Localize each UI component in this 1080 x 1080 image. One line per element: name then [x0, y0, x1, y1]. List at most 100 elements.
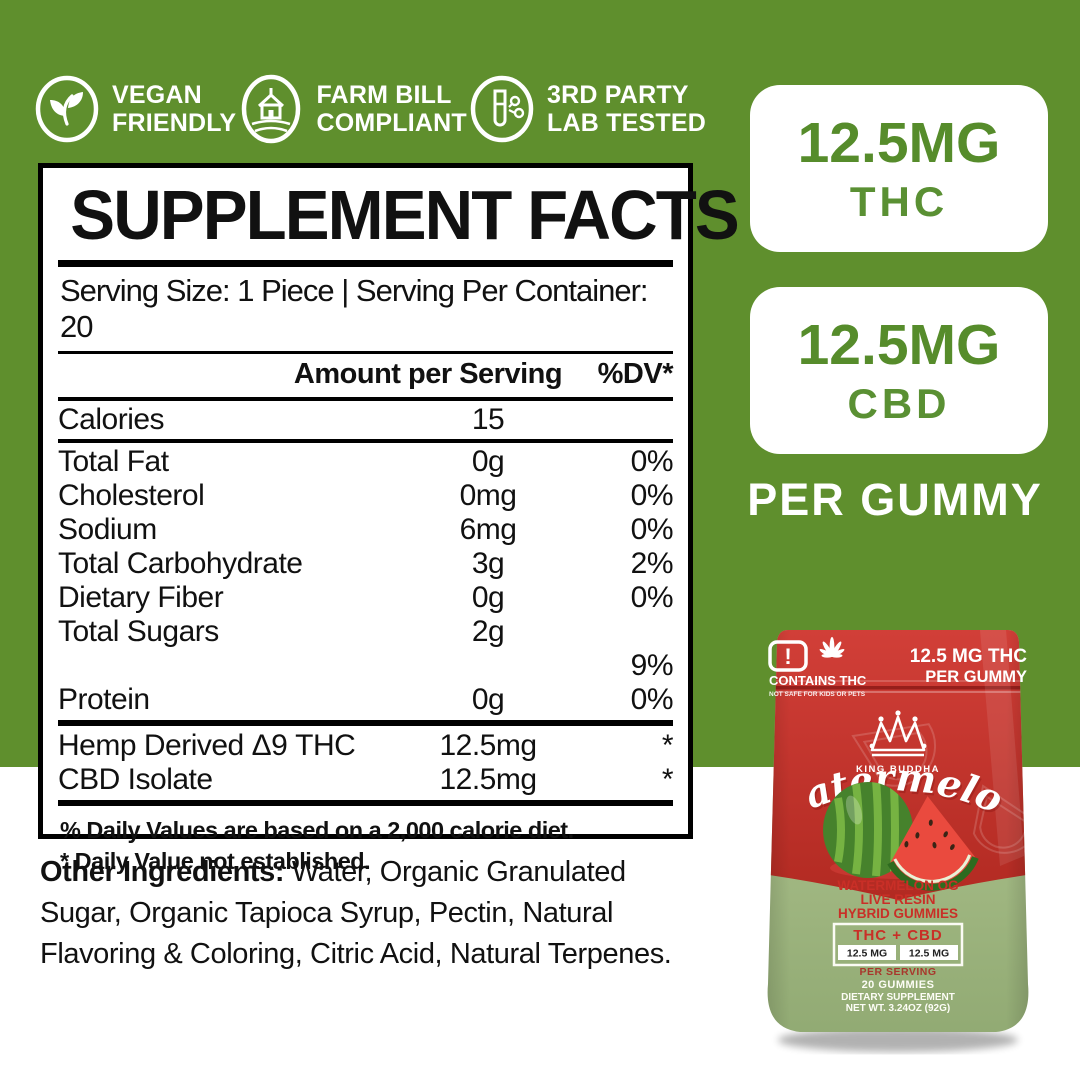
bag-mg1: 12.5 MG — [847, 948, 887, 960]
badge-label-line2: LAB TESTED — [547, 109, 706, 137]
column-header-row: Amount per Serving %DV* — [58, 355, 674, 395]
badge-label: VEGAN FRIENDLY — [112, 81, 236, 137]
row-dv: 9% — [630, 649, 674, 682]
bag-supplement: DIETARY SUPPLEMENT — [841, 992, 955, 1003]
table-row: Total Carbohydrate 3g 2% — [58, 547, 674, 581]
row-label: Cholesterol — [58, 479, 205, 512]
badge-vegan-friendly: VEGAN FRIENDLY — [34, 74, 236, 144]
cbd-dose-value: 12.5MG — [797, 312, 1001, 377]
bag-per-serving: PER SERVING — [859, 966, 936, 978]
badge-label-line1: 3RD PARTY — [547, 81, 689, 109]
row-amount: 12.5mg — [439, 763, 537, 796]
badge-label: 3RD PARTY LAB TESTED — [547, 81, 706, 137]
thc-dose-value: 12.5MG — [797, 110, 1001, 175]
table-row: 9% — [58, 649, 674, 683]
row-label: Calories — [58, 403, 165, 436]
row-amount: 15 — [471, 403, 505, 436]
contains-thc-text: CONTAINS THC — [769, 673, 867, 688]
per-gummy-text: PER GUMMY — [747, 474, 1043, 525]
serving-line: Serving Size: 1 Piece | Serving Per Cont… — [60, 273, 649, 344]
bag-mg2: 12.5 MG — [909, 948, 949, 960]
divider — [58, 397, 673, 401]
divider — [58, 720, 673, 726]
row-label: Total Sugars — [58, 615, 219, 648]
divider — [58, 260, 673, 267]
table-row: Dietary Fiber 0g 0% — [58, 581, 674, 615]
thc-dose-card: 12.5MG THC — [750, 85, 1048, 252]
bag-per-gummy: PER GUMMY — [925, 668, 1027, 686]
row-dv: 0% — [630, 479, 674, 512]
bag-line3: HYBRID GUMMIES — [838, 906, 958, 921]
other-ingredients-label: Other Ingredients: — [40, 856, 285, 888]
barn-icon — [238, 74, 304, 144]
bag-shadow — [778, 1028, 1018, 1052]
table-row-active: CBD Isolate 12.5mg * — [58, 763, 674, 797]
panel-title: SUPPLEMENT FACTS — [70, 176, 739, 254]
exclamation-glyph: ! — [784, 644, 791, 669]
row-dv: 0% — [630, 683, 674, 716]
row-dv: 2% — [630, 547, 674, 580]
leaf-icon — [34, 74, 100, 144]
badge-farm-bill-compliant: FARM BILL COMPLIANT — [238, 74, 467, 144]
table-row: Total Fat 0g 0% — [58, 445, 674, 479]
contains-thc-warning: ! CONTAINS THC NOT SAFE FOR KIDS OR PETS — [768, 637, 867, 698]
bag-thc-cbd: THC + CBD — [853, 927, 942, 944]
watermelon-illustration — [823, 782, 979, 891]
row-amount: 0mg — [459, 479, 517, 512]
footnotes: % Daily Values are based on a 2,000 calo… — [58, 809, 673, 877]
row-amount: 12.5mg — [439, 729, 537, 762]
badge-label-line1: VEGAN — [112, 81, 202, 109]
row-label: Hemp Derived Δ9 THC — [58, 729, 356, 762]
mg-box-right — [900, 945, 958, 960]
badge-label-line2: FRIENDLY — [112, 109, 237, 137]
row-amount: 6mg — [459, 513, 517, 546]
badge-lab-tested: 3RD PARTY LAB TESTED — [469, 74, 706, 144]
row-label: Total Fat — [58, 445, 169, 478]
brand-name: KING BUDDHA — [856, 764, 940, 775]
column-header-dv: %DV* — [597, 358, 674, 390]
row-label: Sodium — [58, 513, 157, 546]
badge-label-line2: COMPLIANT — [316, 109, 467, 137]
table-row-active: Hemp Derived Δ9 THC 12.5mg * — [58, 729, 674, 763]
divider — [58, 351, 673, 354]
other-ingredients: Other Ingredients: Water, Organic Granul… — [40, 852, 680, 976]
bag-line1: WATERMELON OG — [837, 878, 958, 893]
table-row: Sodium 6mg 0% — [58, 513, 674, 547]
row-dv: 0% — [630, 513, 674, 546]
bag-gummies: 20 GUMMIES — [862, 979, 935, 991]
badge-label: FARM BILL COMPLIANT — [316, 81, 466, 137]
supplement-facts-panel: SUPPLEMENT FACTS Serving Size: 1 Piece |… — [38, 163, 740, 874]
row-amount: 0g — [471, 445, 505, 478]
hemp-leaf-icon — [819, 637, 845, 658]
row-dv: * — [661, 763, 674, 796]
cbd-dose-unit: CBD — [847, 379, 951, 427]
crown-icon — [869, 710, 927, 757]
row-dv: 0% — [630, 581, 674, 614]
warning-icon — [768, 640, 808, 672]
row-label: Dietary Fiber — [58, 581, 224, 614]
footnote-asterisk: * Daily Value not established. — [60, 848, 371, 875]
not-safe-text: NOT SAFE FOR KIDS OR PETS — [769, 691, 866, 698]
row-amount: 2g — [471, 615, 505, 648]
row-label: Total Carbohydrate — [58, 547, 303, 580]
row-amount: 0g — [471, 581, 505, 614]
cbd-dose-card: 12.5MG CBD — [750, 287, 1048, 454]
divider — [58, 800, 673, 806]
feature-badges: VEGAN FRIENDLY FARM BILL COMPLIANT — [34, 74, 706, 144]
row-label: Protein — [58, 683, 150, 716]
table-row: Cholesterol 0mg 0% — [58, 479, 674, 513]
lab-icon — [469, 74, 535, 144]
table-row: Total Sugars 2g — [58, 615, 673, 649]
column-header-amount: Amount per Serving — [293, 358, 563, 390]
table-row: Protein 0g 0% — [58, 683, 674, 717]
row-amount: 0g — [471, 683, 505, 716]
product-bag: ! CONTAINS THC NOT SAFE FOR KIDS OR PETS… — [748, 616, 1048, 1064]
row-dv: * — [661, 729, 674, 762]
footnote-dv: % Daily Values are based on a 2,000 calo… — [60, 817, 574, 843]
bag-net-wt: NET WT. 3.24OZ (92G) — [846, 1003, 950, 1014]
row-amount: 3g — [471, 547, 505, 580]
mg-box-left — [838, 945, 896, 960]
bag-line2: LIVE RESIN — [860, 892, 935, 907]
bag-mg-line: 12.5 MG THC — [910, 646, 1027, 667]
badge-label-line1: FARM BILL — [316, 81, 452, 109]
